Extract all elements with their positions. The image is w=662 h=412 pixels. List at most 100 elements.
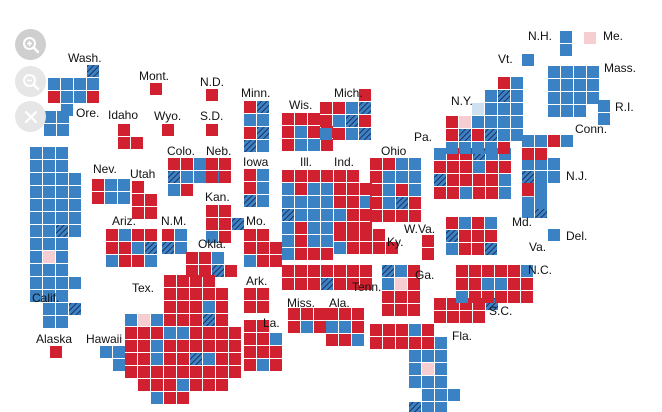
district-cell-republican[interactable] — [145, 207, 157, 219]
district-cell-republican[interactable] — [383, 337, 395, 349]
district-cell-republican[interactable] — [460, 174, 472, 186]
district-cell-democrat[interactable] — [522, 197, 534, 209]
district-cell-democrat[interactable] — [151, 314, 163, 326]
district-cell-republican[interactable] — [190, 301, 202, 313]
district-cell-republican[interactable] — [164, 366, 176, 378]
district-cell-republican[interactable] — [498, 77, 510, 89]
district-cell-republican[interactable] — [295, 113, 307, 125]
district-cell-democrat[interactable] — [308, 139, 320, 151]
district-cell-democrat[interactable] — [257, 182, 269, 194]
district-cell-democrat[interactable] — [333, 115, 345, 127]
district-cell-republican[interactable] — [244, 169, 256, 181]
district-cell-democrat[interactable] — [321, 196, 333, 208]
district-cell-republican[interactable] — [308, 113, 320, 125]
district-cell-republican[interactable] — [151, 327, 163, 339]
district-cell-republican[interactable] — [308, 126, 320, 138]
district-cell-democrat[interactable] — [560, 31, 572, 43]
district-cell-republican[interactable] — [447, 311, 459, 323]
district-cell-republican[interactable] — [422, 248, 434, 260]
district-cell-democrat[interactable] — [30, 173, 42, 185]
district-cell-democrat[interactable] — [435, 363, 447, 375]
district-cell-republican[interactable] — [229, 366, 241, 378]
district-cell-republican[interactable] — [203, 275, 215, 287]
district-cell-republican[interactable] — [382, 291, 394, 303]
district-cell-republican[interactable] — [203, 327, 215, 339]
district-cell-republican[interactable] — [177, 353, 189, 365]
district-cell-democrat[interactable] — [308, 222, 320, 234]
district-cell-republican[interactable] — [408, 265, 420, 277]
district-cell-democrat[interactable] — [485, 116, 497, 128]
district-cell-republican[interactable] — [177, 301, 189, 313]
district-cell-republican[interactable] — [219, 171, 231, 183]
district-cell-republican[interactable] — [295, 222, 307, 234]
district-cell-democrat[interactable] — [43, 186, 55, 198]
district-cell-democrat[interactable] — [383, 171, 395, 183]
district-cell-republican[interactable] — [314, 321, 326, 333]
district-cell-democrat[interactable] — [69, 277, 81, 289]
district-cell-democrat[interactable] — [422, 389, 434, 401]
district-cell-republican[interactable] — [508, 265, 520, 277]
district-cell-republican[interactable] — [164, 379, 176, 391]
district-cell-republican[interactable] — [257, 242, 269, 254]
district-cell-republican[interactable] — [190, 327, 202, 339]
district-cell-republican[interactable] — [321, 248, 333, 260]
district-cell-republican[interactable] — [460, 161, 472, 173]
district-cell-republican[interactable] — [87, 91, 99, 103]
district-cell-democrat[interactable] — [422, 402, 434, 412]
district-cell-lean-republican[interactable] — [459, 116, 471, 128]
district-cell-democrat[interactable] — [321, 222, 333, 234]
district-cell-democrat[interactable] — [43, 225, 55, 237]
district-cell-republican[interactable] — [48, 91, 60, 103]
district-cell-republican[interactable] — [396, 324, 408, 336]
district-cell-republican[interactable] — [295, 265, 307, 277]
district-cell-republican[interactable] — [138, 327, 150, 339]
district-cell-republican[interactable] — [244, 288, 256, 300]
district-cell-democrat[interactable] — [409, 376, 421, 388]
district-cell-flipped-democrat[interactable] — [485, 129, 497, 141]
district-cell-democrat[interactable] — [472, 116, 484, 128]
district-cell-republican[interactable] — [548, 135, 560, 147]
district-cell-democrat[interactable] — [346, 102, 358, 114]
district-cell-republican[interactable] — [320, 102, 332, 114]
district-cell-democrat[interactable] — [435, 337, 447, 349]
district-cell-republican[interactable] — [326, 334, 338, 346]
district-cell-democrat[interactable] — [346, 128, 358, 140]
district-cell-democrat[interactable] — [295, 196, 307, 208]
district-cell-democrat[interactable] — [535, 184, 547, 196]
district-cell-lean-republican[interactable] — [584, 32, 596, 44]
district-cell-democrat[interactable] — [30, 290, 42, 302]
district-cell-democrat[interactable] — [396, 171, 408, 183]
district-cell-republican[interactable] — [320, 115, 332, 127]
district-cell-republican[interactable] — [282, 265, 294, 277]
district-cell-democrat[interactable] — [244, 114, 256, 126]
district-cell-democrat[interactable] — [74, 91, 86, 103]
district-cell-republican[interactable] — [347, 229, 359, 241]
district-cell-republican[interactable] — [219, 231, 231, 243]
district-cell-republican[interactable] — [333, 128, 345, 140]
district-cell-republican[interactable] — [216, 379, 228, 391]
district-cell-republican[interactable] — [334, 196, 346, 208]
district-cell-republican[interactable] — [396, 184, 408, 196]
district-cell-democrat[interactable] — [587, 79, 599, 91]
district-cell-republican[interactable] — [270, 346, 282, 358]
district-cell-democrat[interactable] — [535, 158, 547, 170]
district-cell-democrat[interactable] — [181, 171, 193, 183]
district-cell-republican[interactable] — [288, 308, 300, 320]
district-cell-republican[interactable] — [244, 127, 256, 139]
district-cell-democrat[interactable] — [282, 183, 294, 195]
district-cell-democrat[interactable] — [409, 350, 421, 362]
district-cell-democrat[interactable] — [44, 124, 56, 136]
district-cell-republican[interactable] — [282, 126, 294, 138]
district-cell-democrat[interactable] — [30, 199, 42, 211]
district-cell-republican[interactable] — [177, 314, 189, 326]
reset-button[interactable] — [15, 101, 46, 132]
district-cell-democrat[interactable] — [321, 209, 333, 221]
district-cell-democrat[interactable] — [282, 248, 294, 260]
district-cell-republican[interactable] — [257, 333, 269, 345]
district-cell-republican[interactable] — [321, 170, 333, 182]
district-cell-republican[interactable] — [459, 230, 471, 242]
district-cell-republican[interactable] — [282, 278, 294, 290]
district-cell-democrat[interactable] — [448, 389, 460, 401]
district-cell-republican[interactable] — [370, 337, 382, 349]
district-cell-democrat[interactable] — [270, 333, 282, 345]
